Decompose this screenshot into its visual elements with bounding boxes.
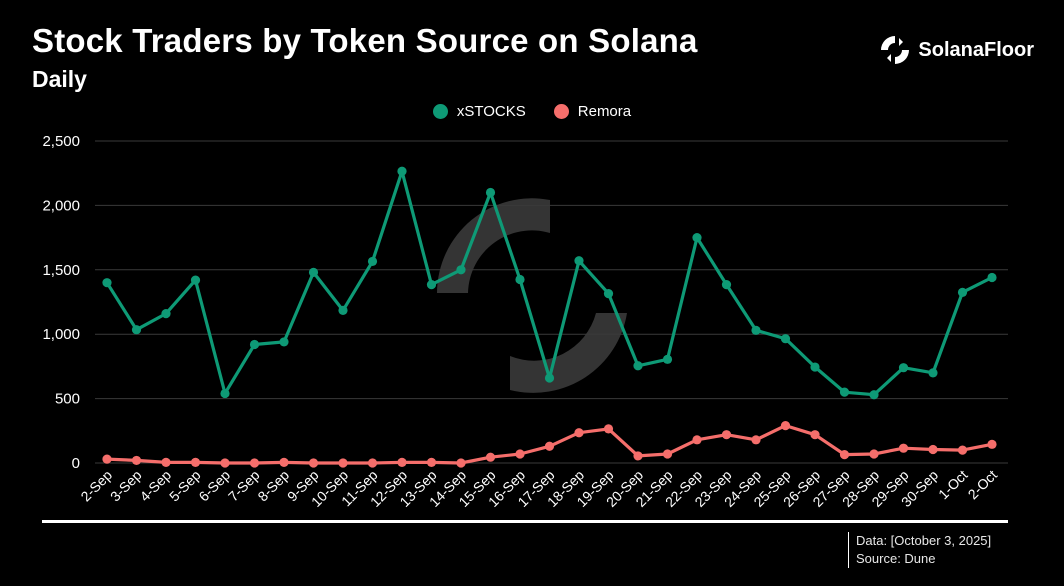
source-note: Data: [October 3, 2025] Source: Dune (848, 532, 991, 568)
data-point-remora (190, 457, 201, 467)
data-point-xstocks (810, 362, 820, 372)
x-tick-label: 3-Sep (107, 467, 145, 505)
data-point-xstocks (279, 337, 289, 347)
data-point-xstocks (161, 308, 171, 319)
legend-swatch-xstocks (432, 104, 448, 119)
watermark-logo (437, 198, 627, 393)
chart-baseline (42, 520, 1008, 523)
x-tick-label: 6-Sep (195, 467, 233, 505)
data-point-xstocks (633, 361, 643, 371)
x-tick-label: 4-Sep (136, 467, 174, 505)
brand-logo: SolanaFloor (878, 33, 1034, 67)
chart-title: Stock Traders by Token Source on Solana (32, 22, 698, 59)
data-point-xstocks (898, 363, 909, 373)
data-point-remora (603, 424, 614, 434)
x-tick-label: 2-Sep (77, 467, 115, 505)
data-point-xstocks (662, 354, 673, 364)
data-point-remora (839, 450, 850, 460)
data-point-remora (633, 451, 643, 461)
data-point-xstocks (190, 275, 201, 285)
data-point-xstocks (220, 388, 230, 399)
legend-item-xstocks: xSTOCKS (432, 103, 526, 120)
legend-swatch-remora (553, 104, 569, 119)
data-point-xstocks (131, 325, 142, 335)
data-point-remora (397, 457, 407, 467)
data-point-xstocks (751, 325, 761, 335)
data-point-remora (544, 441, 555, 451)
data-point-xstocks (987, 272, 997, 283)
y-tick-label: 0 (72, 455, 80, 472)
data-point-xstocks (780, 334, 791, 344)
data-point-remora (131, 455, 142, 466)
legend-label-xstocks: xSTOCKS (456, 103, 526, 120)
data-point-remora (308, 458, 319, 468)
data-point-xstocks (338, 305, 348, 315)
x-tick-label: 8-Sep (254, 467, 292, 505)
data-point-remora (279, 457, 289, 467)
data-point-xstocks (367, 256, 378, 267)
y-tick-label: 1,000 (42, 326, 80, 343)
data-point-remora (662, 449, 673, 459)
data-point-remora (338, 458, 348, 468)
data-point-remora (869, 449, 879, 459)
chart-legend: xSTOCKS Remora (0, 103, 1064, 120)
data-point-remora (456, 458, 466, 468)
data-date: Data: [October 3, 2025] (856, 533, 992, 548)
legend-item-remora: Remora (553, 103, 632, 120)
data-point-xstocks (574, 256, 584, 266)
data-point-remora (928, 444, 938, 455)
data-point-xstocks (839, 387, 850, 397)
data-point-remora (987, 439, 997, 449)
x-tick-label: 5-Sep (166, 467, 204, 505)
data-point-xstocks (249, 339, 260, 350)
data-point-xstocks (102, 278, 112, 288)
data-point-remora (898, 443, 909, 453)
data-point-remora (751, 435, 761, 445)
data-point-xstocks (544, 373, 555, 383)
data-point-xstocks (928, 368, 938, 378)
y-tick-label: 1,500 (42, 262, 80, 279)
data-point-xstocks (515, 274, 525, 285)
data-point-remora (692, 435, 702, 445)
data-point-remora (485, 452, 496, 462)
legend-label-remora: Remora (577, 103, 632, 120)
data-source: Source: Dune (856, 551, 936, 566)
data-point-remora (574, 428, 584, 438)
chart-subtitle: Daily (32, 66, 87, 92)
data-point-xstocks (957, 287, 968, 297)
data-point-remora (161, 457, 171, 467)
data-point-remora (810, 430, 820, 440)
x-tick-label: 7-Sep (225, 467, 263, 505)
solana-floor-logo-icon (881, 36, 910, 64)
x-tick-label: 1-Oct (935, 467, 971, 503)
y-tick-label: 500 (55, 391, 80, 408)
data-point-xstocks (485, 187, 496, 198)
data-point-remora (220, 458, 230, 468)
data-point-xstocks (397, 166, 407, 176)
data-point-remora (515, 449, 525, 459)
data-point-xstocks (426, 280, 437, 290)
data-point-remora (102, 454, 112, 464)
data-point-remora (426, 457, 437, 467)
data-point-xstocks (869, 390, 879, 400)
y-tick-label: 2,000 (42, 197, 80, 214)
data-point-xstocks (456, 265, 466, 275)
brand-name: SolanaFloor (918, 38, 1034, 61)
data-point-xstocks (308, 267, 319, 277)
y-tick-label: 2,500 (42, 133, 80, 150)
data-point-remora (721, 430, 732, 440)
data-point-remora (780, 421, 791, 431)
data-point-remora (957, 445, 968, 455)
x-tick-label: 2-Oct (965, 467, 1001, 503)
data-point-xstocks (721, 280, 732, 290)
data-point-remora (367, 458, 378, 468)
data-point-remora (249, 458, 260, 468)
data-point-xstocks (603, 289, 614, 299)
data-point-xstocks (692, 233, 702, 243)
